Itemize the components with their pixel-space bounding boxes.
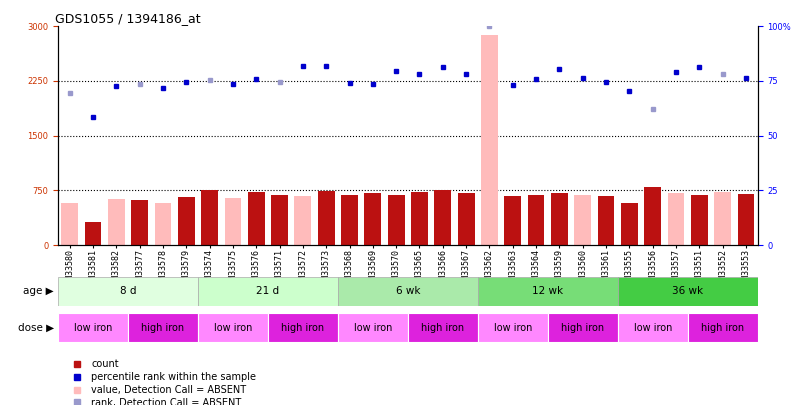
Bar bbox=[198, 313, 268, 342]
Bar bbox=[58, 313, 128, 342]
Bar bbox=[691, 195, 708, 245]
Bar bbox=[411, 192, 428, 245]
Bar bbox=[481, 35, 498, 245]
Text: GDS1055 / 1394186_at: GDS1055 / 1394186_at bbox=[55, 12, 200, 25]
Text: high iron: high iron bbox=[141, 323, 185, 333]
Bar bbox=[598, 196, 614, 245]
Text: low iron: low iron bbox=[354, 323, 392, 333]
Bar bbox=[505, 196, 521, 245]
Text: 8 d: 8 d bbox=[120, 286, 136, 296]
Bar bbox=[528, 195, 545, 245]
Text: high iron: high iron bbox=[701, 323, 744, 333]
Bar bbox=[688, 313, 758, 342]
Bar bbox=[341, 195, 358, 245]
Bar bbox=[108, 199, 125, 245]
Bar bbox=[548, 313, 617, 342]
Bar bbox=[338, 313, 408, 342]
Bar bbox=[617, 313, 688, 342]
Bar bbox=[434, 190, 451, 245]
Bar bbox=[155, 203, 172, 245]
Bar bbox=[737, 194, 754, 245]
Bar bbox=[248, 192, 264, 245]
Legend: count, percentile rank within the sample, value, Detection Call = ABSENT, rank, : count, percentile rank within the sample… bbox=[63, 355, 260, 405]
Text: high iron: high iron bbox=[281, 323, 325, 333]
Bar bbox=[575, 195, 591, 245]
Text: low iron: low iron bbox=[634, 323, 672, 333]
Bar bbox=[271, 195, 288, 245]
Bar bbox=[617, 277, 758, 306]
Bar bbox=[131, 200, 148, 245]
Text: low iron: low iron bbox=[74, 323, 112, 333]
Bar bbox=[268, 313, 338, 342]
Bar bbox=[714, 192, 731, 245]
Bar bbox=[478, 313, 548, 342]
Bar bbox=[478, 277, 617, 306]
Bar bbox=[458, 192, 475, 245]
Text: low iron: low iron bbox=[493, 323, 532, 333]
Bar bbox=[178, 197, 195, 245]
Bar bbox=[338, 277, 478, 306]
Bar bbox=[551, 193, 567, 245]
Text: high iron: high iron bbox=[561, 323, 604, 333]
Bar bbox=[225, 198, 241, 245]
Bar bbox=[388, 195, 405, 245]
Text: high iron: high iron bbox=[422, 323, 464, 333]
Bar bbox=[294, 196, 311, 245]
Text: low iron: low iron bbox=[214, 323, 252, 333]
Text: 6 wk: 6 wk bbox=[396, 286, 420, 296]
Text: 21 d: 21 d bbox=[256, 286, 280, 296]
Bar bbox=[644, 188, 661, 245]
Bar bbox=[85, 222, 102, 245]
Bar bbox=[667, 193, 684, 245]
Bar bbox=[128, 313, 198, 342]
Bar bbox=[198, 277, 338, 306]
Bar bbox=[61, 203, 78, 245]
Bar bbox=[621, 203, 638, 245]
Bar bbox=[58, 277, 198, 306]
Text: 36 wk: 36 wk bbox=[672, 286, 704, 296]
Text: 12 wk: 12 wk bbox=[532, 286, 563, 296]
Text: age ▶: age ▶ bbox=[23, 286, 54, 296]
Bar bbox=[202, 190, 218, 245]
Bar bbox=[364, 193, 381, 245]
Bar bbox=[318, 191, 334, 245]
Bar bbox=[408, 313, 478, 342]
Text: dose ▶: dose ▶ bbox=[18, 323, 54, 333]
